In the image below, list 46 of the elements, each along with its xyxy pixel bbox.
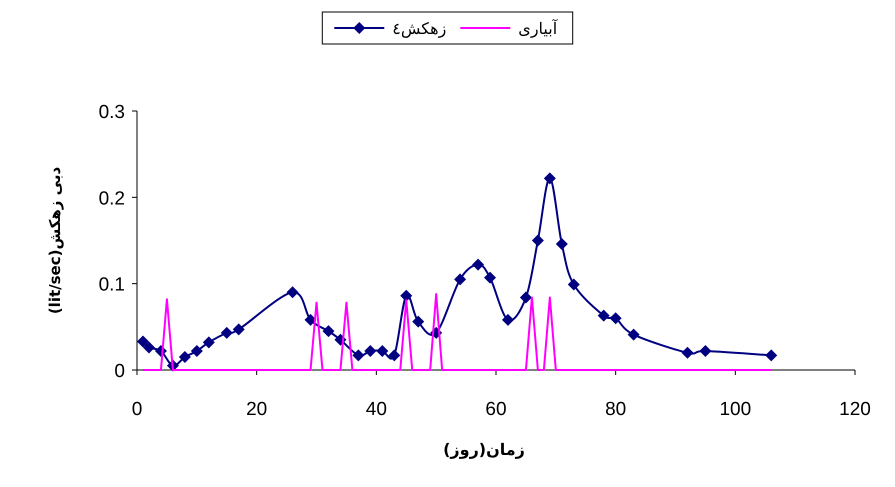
point [568, 278, 580, 291]
legend-label: زهکش٤ [392, 19, 446, 38]
x-tick-label: 100 [719, 399, 752, 420]
y-tick-label: 0 [114, 361, 125, 382]
point [472, 258, 484, 271]
y-tick-label: 0.3 [98, 102, 125, 123]
point [232, 323, 245, 336]
point [400, 290, 412, 302]
x-tick-label: 40 [366, 399, 387, 420]
point [544, 172, 556, 184]
point [202, 336, 215, 348]
point [190, 345, 203, 358]
point [502, 314, 514, 326]
x-axis-title: زمان(روز) [443, 440, 525, 459]
point [765, 349, 778, 362]
y-axis-title: دبی زهکش(lit/sec) [46, 166, 64, 314]
point [220, 326, 233, 339]
point [322, 325, 334, 338]
point [520, 291, 532, 304]
point [699, 345, 712, 358]
point [598, 310, 610, 322]
point [388, 349, 400, 362]
point [412, 316, 424, 328]
y-tick-label: 0.2 [98, 188, 125, 210]
point [352, 349, 364, 362]
x-tick-label: 0 [132, 399, 142, 420]
point [681, 346, 694, 359]
point [556, 238, 568, 250]
x-tick-label: 20 [246, 399, 268, 420]
point [142, 342, 155, 354]
point [376, 345, 388, 358]
point [484, 272, 496, 284]
x-tick-label: 80 [605, 399, 626, 420]
point [136, 336, 149, 348]
legend-label: آبیاری [518, 18, 559, 38]
y-tick-label: 0.1 [98, 274, 125, 296]
x-tick-label: 120 [839, 399, 871, 420]
x-tick-label: 60 [485, 399, 507, 420]
point [178, 351, 191, 364]
point [532, 234, 544, 246]
point [610, 312, 622, 324]
point [454, 273, 466, 286]
point [628, 328, 640, 341]
point [364, 345, 376, 358]
point [286, 286, 299, 298]
point [304, 314, 317, 326]
